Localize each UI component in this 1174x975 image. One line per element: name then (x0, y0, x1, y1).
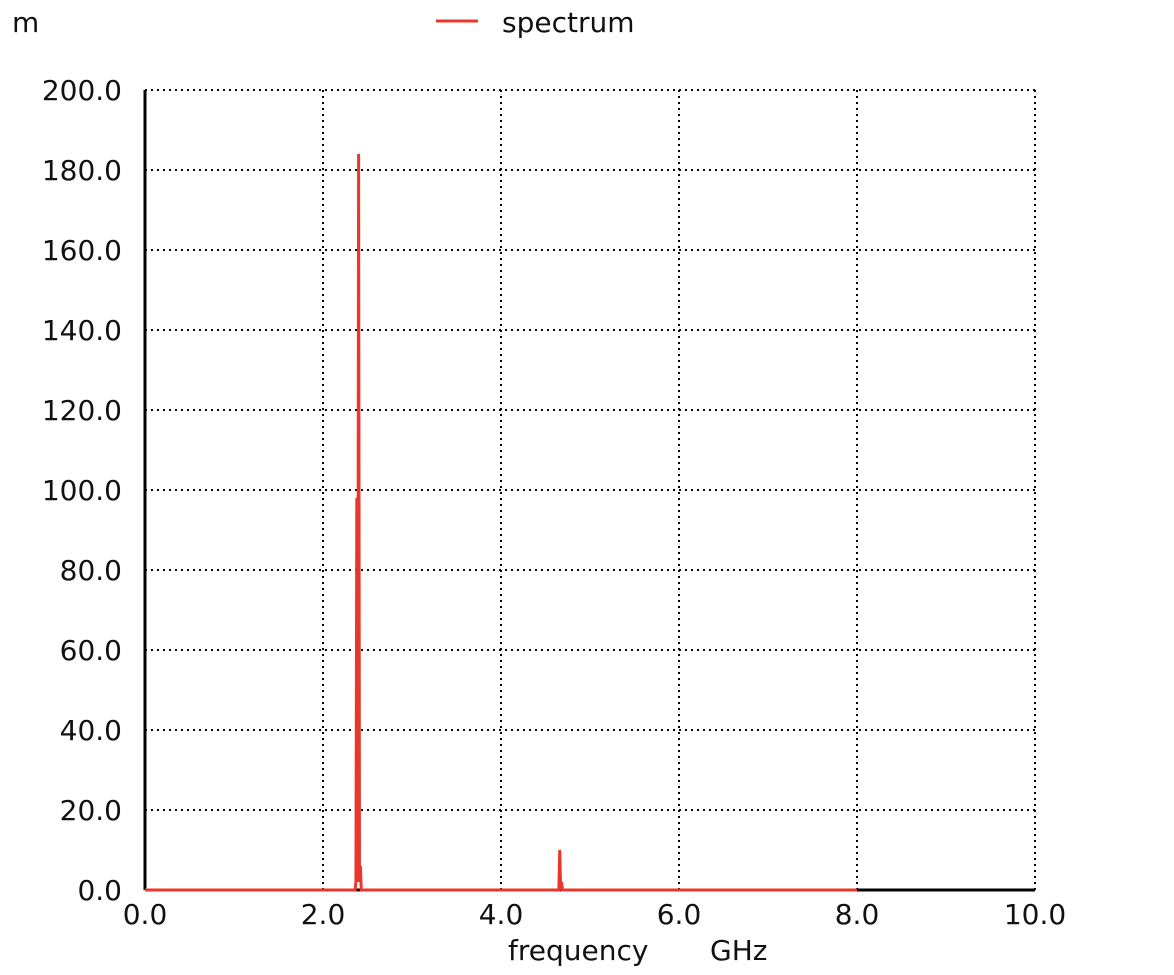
y-tick-label: 120.0 (42, 394, 122, 427)
x-tick-label: 4.0 (479, 898, 524, 931)
y-tick-label: 40.0 (60, 714, 122, 747)
legend: spectrum (436, 6, 635, 39)
x-tick-label: 8.0 (835, 898, 880, 931)
y-tick-label: 60.0 (60, 634, 122, 667)
x-axis-unit: GHz (710, 934, 767, 967)
x-axis-label: frequency (508, 934, 648, 967)
x-tick-label: 0.0 (123, 898, 168, 931)
x-tick-label: 2.0 (301, 898, 346, 931)
y-axis-ticks: 0.0 20.0 40.0 60.0 80.0 100.0 120.0 140.0 160.0 1… (42, 74, 122, 907)
y-tick-label: 140.0 (42, 314, 122, 347)
x-axis-ticks: 0.0 2.0 4.0 6.0 8.0 10.0 (123, 898, 1066, 931)
x-tick-label: 10.0 (1004, 898, 1066, 931)
y-tick-label: 80.0 (60, 554, 122, 587)
series-layer (145, 153, 857, 892)
y-tick-label: 160.0 (42, 234, 122, 267)
y-tick-label: 20.0 (60, 794, 122, 827)
grid (145, 89, 1036, 890)
y-tick-label: 100.0 (42, 474, 122, 507)
y-tick-label: 180.0 (42, 154, 122, 187)
series-line-spectrum (145, 153, 857, 892)
x-tick-label: 6.0 (657, 898, 702, 931)
y-unit-prefix: m (12, 6, 39, 39)
y-tick-label: 0.0 (77, 874, 122, 907)
y-tick-label: 200.0 (42, 74, 122, 107)
legend-label: spectrum (502, 6, 635, 39)
